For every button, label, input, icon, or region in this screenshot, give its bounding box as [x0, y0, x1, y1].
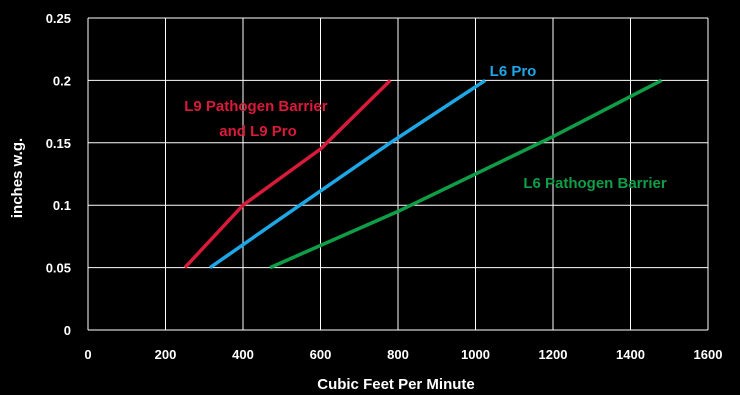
series-label-l6-pro: L6 Pro [490, 63, 537, 80]
series-line-1 [209, 78, 487, 270]
series-line-2 [269, 78, 663, 270]
series-label-l9-line2: and L9 Pro [219, 123, 297, 140]
y-axis-title: inches w.g. [9, 138, 26, 218]
x-tick-label: 1200 [539, 347, 568, 362]
x-tick-label: 1000 [461, 347, 490, 362]
series-label-l9-line1: L9 Pathogen Barrier [184, 98, 328, 115]
x-axis-title: Cubic Feet Per Minute [317, 376, 475, 393]
y-tick-labels: 0 0.05 0.1 0.15 0.2 0.25 [46, 11, 71, 338]
y-tick-label: 0.15 [46, 136, 71, 151]
y-tick-label: 0.2 [53, 73, 71, 88]
series-label-l9: L9 Pathogen Barrier and L9 Pro [184, 98, 332, 140]
x-tick-label: 200 [155, 347, 177, 362]
x-tick-label: 1400 [616, 347, 645, 362]
series-lines [183, 78, 663, 270]
x-tick-label: 1600 [694, 347, 723, 362]
x-tick-labels: 0 200 400 600 800 1000 1200 1400 1600 [84, 347, 722, 362]
series-labels: L9 Pathogen Barrier and L9 Pro L6 Pro L6… [184, 63, 667, 192]
y-tick-label: 0 [64, 323, 71, 338]
x-tick-label: 0 [84, 347, 91, 362]
series-line-0 [183, 79, 392, 269]
y-tick-label: 0.1 [53, 198, 71, 213]
x-tick-label: 800 [387, 347, 409, 362]
series-label-l6-pathogen: L6 Pathogen Barrier [523, 175, 667, 192]
series-label-l6-pro-line1: L6 Pro [490, 63, 537, 80]
series-label-l6-pathogen-line1: L6 Pathogen Barrier [523, 175, 667, 192]
y-tick-label: 0.05 [46, 261, 71, 276]
y-tick-label: 0.25 [46, 11, 71, 26]
x-tick-label: 600 [310, 347, 332, 362]
x-tick-label: 400 [232, 347, 254, 362]
